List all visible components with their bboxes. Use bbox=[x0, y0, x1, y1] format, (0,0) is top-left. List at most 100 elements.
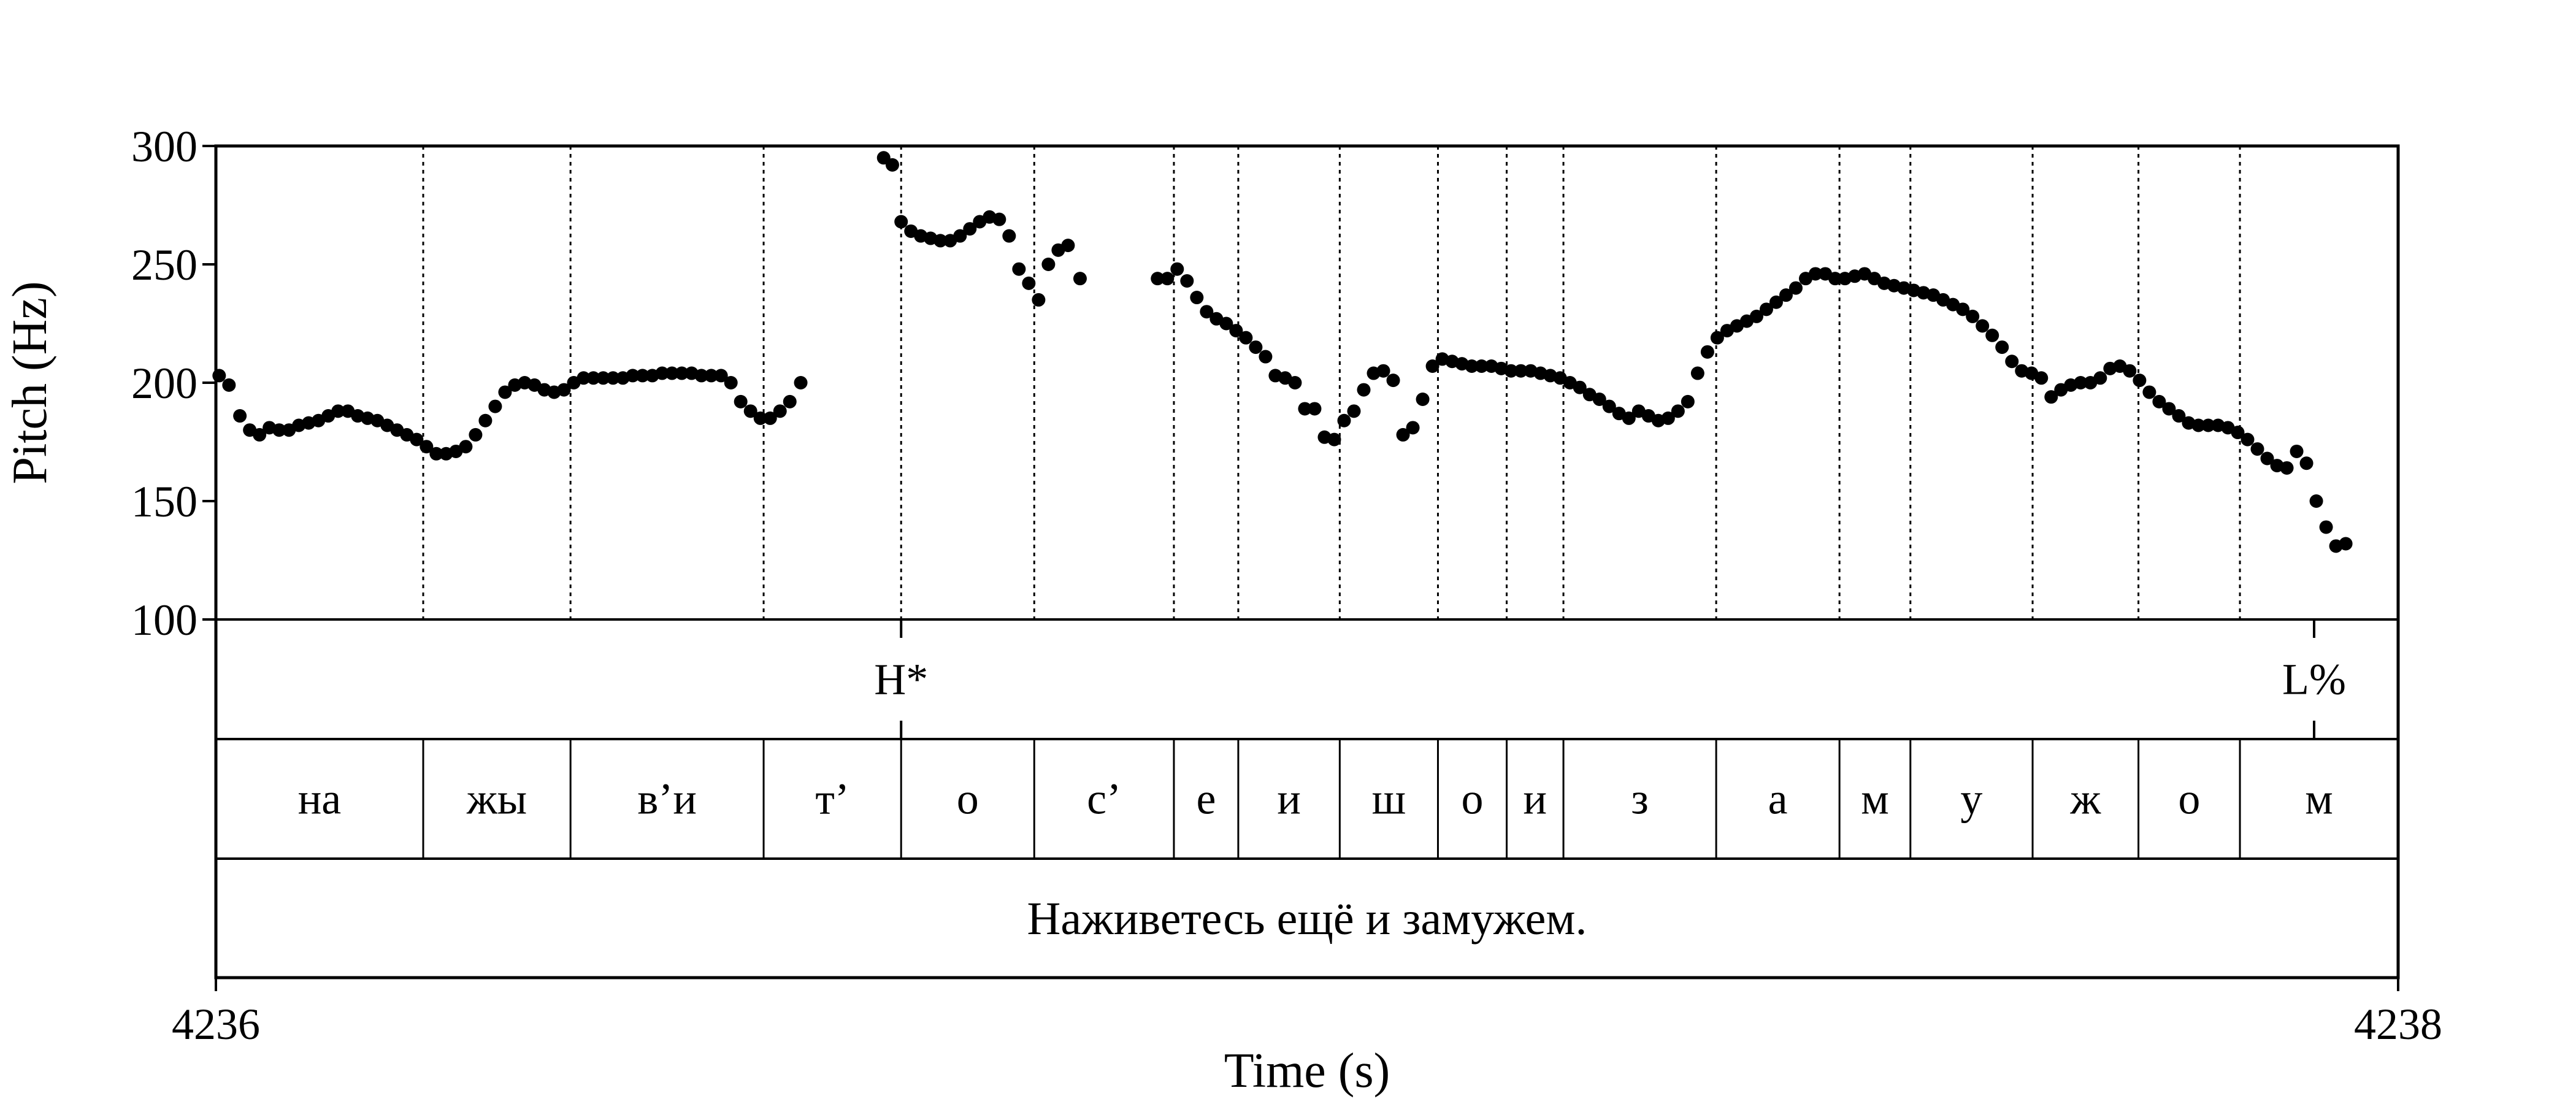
pitch-point bbox=[2260, 451, 2274, 466]
segment-label: м bbox=[2305, 775, 2333, 824]
pitch-point bbox=[429, 447, 443, 461]
pitch-point bbox=[577, 371, 591, 385]
x-tick-label: 4236 bbox=[172, 1000, 260, 1049]
pitch-point bbox=[253, 427, 267, 442]
pitch-point bbox=[1504, 364, 1518, 378]
pitch-point bbox=[596, 371, 610, 385]
segment-label: и bbox=[1524, 775, 1547, 824]
pitch-point bbox=[743, 404, 757, 418]
pitch-point bbox=[1779, 288, 1793, 302]
pitch-point bbox=[2299, 456, 2313, 470]
pitch-point bbox=[714, 369, 728, 383]
x-axis-ticks: 4236 4238 bbox=[172, 978, 2442, 1049]
pitch-point bbox=[410, 432, 424, 447]
pitch-point bbox=[894, 215, 908, 229]
pitch-point bbox=[1700, 345, 1714, 359]
pitch-point bbox=[488, 399, 502, 413]
pitch-point bbox=[635, 369, 650, 383]
pitch-point bbox=[2309, 494, 2323, 508]
x-axis-label: Time (s) bbox=[1224, 1044, 1390, 1098]
segment-label: м bbox=[1861, 775, 1889, 824]
segment-boundary-gridlines bbox=[422, 146, 2241, 619]
pitch-point bbox=[420, 440, 434, 454]
pitch-point bbox=[773, 404, 787, 418]
pitch-point bbox=[2093, 371, 2107, 385]
pitch-point bbox=[1828, 272, 1842, 286]
pitch-point bbox=[1573, 380, 1587, 394]
pitch-point bbox=[1298, 402, 1312, 416]
pitch-point bbox=[724, 376, 738, 389]
pitch-point bbox=[794, 376, 808, 389]
pitch-point bbox=[1239, 331, 1253, 345]
pitch-point bbox=[1966, 309, 1980, 323]
segment-label: ш bbox=[1372, 775, 1406, 824]
pitch-point bbox=[469, 427, 483, 442]
pitch-point bbox=[1180, 274, 1194, 288]
pitch-point bbox=[1288, 376, 1302, 389]
pitch-point bbox=[1976, 319, 1990, 333]
pitch-point bbox=[1710, 331, 1724, 345]
pitch-point bbox=[2250, 442, 2264, 456]
pitch-point bbox=[1012, 262, 1026, 276]
pitch-point bbox=[1200, 305, 1214, 319]
pitch-point bbox=[1661, 411, 1675, 425]
pitch-point bbox=[783, 394, 797, 408]
pitch-point bbox=[1622, 411, 1636, 425]
pitch-point bbox=[459, 440, 473, 454]
pitch-point bbox=[2241, 432, 2255, 447]
pitch-point bbox=[1308, 402, 1322, 416]
pitch-point bbox=[655, 366, 669, 380]
pitch-point bbox=[1425, 359, 1439, 373]
pitch-point bbox=[272, 423, 286, 437]
pitch-point bbox=[1219, 316, 1233, 331]
pitch-point bbox=[1749, 309, 1763, 323]
pitch-point bbox=[1769, 295, 1783, 309]
pitch-point bbox=[1759, 302, 1773, 316]
pitch-point bbox=[704, 369, 718, 383]
pitch-point bbox=[2034, 371, 2049, 385]
plot-frame bbox=[214, 144, 2400, 979]
pitch-point bbox=[953, 229, 967, 243]
segment-label: и bbox=[1277, 775, 1301, 824]
pitch-point bbox=[1809, 267, 1823, 281]
pitch-point bbox=[233, 409, 247, 423]
pitch-point bbox=[1671, 404, 1685, 418]
pitch-point bbox=[2044, 390, 2058, 404]
segment-label: о bbox=[957, 775, 979, 824]
segment-label: с’ bbox=[1087, 775, 1121, 824]
y-tick-label: 200 bbox=[131, 359, 197, 408]
pitch-point bbox=[1956, 302, 1970, 316]
tone-label: L% bbox=[2282, 655, 2346, 704]
pitch-point bbox=[1073, 272, 1087, 286]
pitch-point bbox=[2280, 461, 2294, 475]
pitch-point bbox=[2142, 385, 2156, 399]
pitch-point bbox=[1602, 399, 1616, 413]
pitch-point bbox=[2162, 402, 2176, 416]
pitch-point bbox=[2133, 374, 2147, 388]
pitch-point bbox=[2231, 426, 2245, 440]
y-tick-label: 100 bbox=[131, 596, 197, 645]
pitch-point bbox=[2123, 364, 2137, 378]
pitch-point bbox=[1416, 393, 1430, 407]
pitch-point bbox=[1061, 239, 1075, 253]
pitch-point bbox=[2290, 444, 2304, 458]
pitch-point bbox=[992, 212, 1006, 226]
segment-label: е bbox=[1196, 775, 1216, 824]
y-tick-label: 150 bbox=[131, 477, 197, 526]
pitch-point bbox=[1396, 427, 1410, 442]
pitch-point bbox=[734, 394, 748, 408]
pitch-point bbox=[2339, 537, 2353, 551]
y-tick-label: 300 bbox=[131, 122, 197, 171]
pitch-point bbox=[626, 369, 640, 383]
pitch-point bbox=[1985, 328, 1999, 342]
segment-label: у bbox=[1960, 775, 1982, 824]
pitch-point bbox=[2152, 394, 2166, 408]
pitch-point bbox=[1995, 340, 2009, 355]
segment-label: в’и bbox=[637, 775, 697, 824]
pitch-point bbox=[1690, 366, 1704, 380]
pitch-point bbox=[1788, 281, 1803, 295]
pitch-point bbox=[557, 383, 571, 397]
pitch-point bbox=[1681, 394, 1695, 408]
pitch-point bbox=[1337, 413, 1351, 427]
segment-label: т’ bbox=[815, 775, 849, 824]
